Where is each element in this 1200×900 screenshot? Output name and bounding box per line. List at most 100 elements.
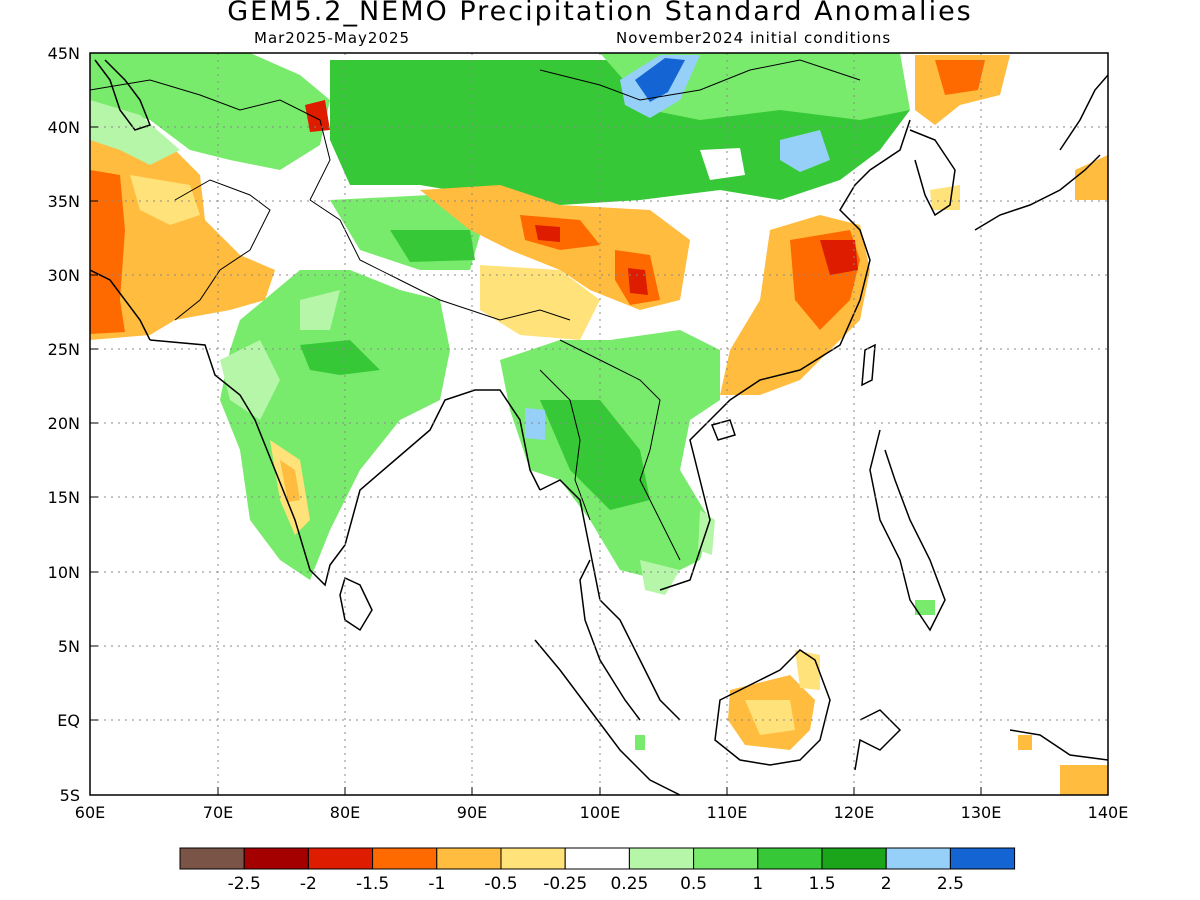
lat-label: 25N <box>48 340 80 359</box>
colorbar-label: -1 <box>428 874 445 894</box>
colorbar-label: -2 <box>300 874 317 894</box>
lon-label: 90E <box>457 803 487 822</box>
lon-label: 120E <box>834 803 875 822</box>
lat-label: 5N <box>58 637 80 656</box>
colorbar-label: -2.5 <box>228 874 261 894</box>
border-myanmar-thailand <box>539 369 591 521</box>
anomaly-region-inner-mongolia <box>780 130 830 172</box>
colorbar-swatch <box>436 847 502 870</box>
lat-label: 45N <box>48 44 80 63</box>
colorbar-swatch <box>628 847 695 870</box>
coastline-persian-gulf <box>90 269 151 341</box>
lon-label: 140E <box>1088 803 1129 822</box>
anomaly-region-mongolia-blue <box>635 58 685 102</box>
border-central-asia <box>90 79 331 201</box>
anomaly-region-india <box>220 270 450 580</box>
latitude-labels: 45N 40N 35N 30N 25N 20N 15N 10N 5N EQ 5S <box>48 44 80 805</box>
anomaly-region-inner-mongolia-white <box>700 148 745 180</box>
lat-label: 35N <box>48 192 80 211</box>
anomaly-region-iran-west <box>90 170 125 334</box>
colorbar-swatch <box>243 847 309 870</box>
anomaly-region-himalaya-dark <box>390 230 475 262</box>
anomaly-region-india-light <box>220 290 340 420</box>
lat-label: 20N <box>48 414 80 433</box>
forecast-period: Mar2025-May2025 <box>254 29 411 47</box>
anomaly-region-northeast-orange <box>935 60 985 95</box>
map-title: GEM5.2_NEMO Precipitation Standard Anoma… <box>227 0 973 27</box>
colorbar-swatch <box>500 847 566 870</box>
lat-label: 40N <box>48 118 80 137</box>
anomaly-region-tibet-light <box>480 265 600 340</box>
lon-label: 70E <box>203 803 233 822</box>
coastlines <box>90 59 1108 795</box>
colorbar: -2.5 -2 -1.5 -1 -0.5 -0.25 0.25 0.5 1 1.5 2 2.5 <box>179 847 1016 894</box>
anomaly-region-japan-south <box>1075 155 1108 200</box>
anomaly-region-india-south-orange <box>280 460 300 502</box>
border-china-india <box>309 199 571 321</box>
colorbar-label: 1 <box>752 874 763 894</box>
lon-label: 110E <box>707 803 748 822</box>
coastline-taiwan <box>861 343 876 387</box>
grid-lines <box>90 53 1108 795</box>
anomaly-region-east-china-red <box>820 240 858 275</box>
anomaly-region-indochina-light <box>640 510 715 595</box>
colorbar-swatch <box>307 847 374 870</box>
coastline-new-guinea <box>1009 729 1108 761</box>
lat-label: 5S <box>60 786 80 805</box>
lon-label: 80E <box>330 803 360 822</box>
anomaly-region-india-dark <box>300 340 380 375</box>
anomaly-region-borneo-light <box>745 650 820 735</box>
colorbar-swatch <box>821 847 887 870</box>
lat-label: 30N <box>48 266 80 285</box>
colorbar-label: -1.5 <box>356 874 389 894</box>
coastline-sulawesi <box>854 709 902 771</box>
colorbar-label: -0.5 <box>484 874 517 894</box>
colorbar-swatch <box>372 847 438 870</box>
initial-conditions: November2024 initial conditions <box>616 29 892 47</box>
lon-label: 130E <box>961 803 1002 822</box>
coastline-japan <box>974 74 1108 231</box>
coastline-malay <box>579 559 641 721</box>
coastline-sri-lanka <box>339 576 373 632</box>
colorbar-label: 1.5 <box>808 874 835 894</box>
anomaly-region-central-asia-light <box>90 100 180 165</box>
longitude-labels: 60E 70E 80E 90E 100E 110E 120E 130E 140E <box>75 803 1129 822</box>
colorbar-swatch <box>949 847 1016 870</box>
colorbar-swatch <box>757 847 823 870</box>
colorbar-label: 0.25 <box>610 874 648 894</box>
lat-label: 15N <box>48 488 80 507</box>
border-china-mongolia <box>539 59 861 101</box>
axis-ticks <box>90 52 982 795</box>
map-frame <box>89 52 1109 796</box>
coastline-sumatra <box>534 639 681 795</box>
lon-label: 60E <box>75 803 105 822</box>
border-indochina <box>559 339 681 561</box>
colorbar-swatch <box>179 847 245 870</box>
coastline-borneo <box>714 649 831 766</box>
anomaly-field <box>90 53 1108 795</box>
colorbar-label: -0.25 <box>543 874 587 894</box>
coastline-india <box>149 339 541 587</box>
anomaly-region-kyrgyz-red <box>305 100 330 132</box>
border-pakistan-afghanistan <box>174 179 271 321</box>
colorbar-label: 2 <box>881 874 892 894</box>
country-borders <box>90 59 861 561</box>
lat-label: 10N <box>48 563 80 582</box>
anomaly-region-indochina-dark <box>540 400 650 510</box>
anomaly-region-myanmar-blue <box>525 408 545 440</box>
anomaly-region-iran-light <box>130 175 200 225</box>
lat-label: EQ <box>57 711 80 730</box>
anomaly-region-central-asia <box>90 53 330 170</box>
anomaly-region-new-guinea <box>1018 735 1108 795</box>
colorbar-label: 2.5 <box>937 874 964 894</box>
colorbar-swatch <box>564 847 630 870</box>
coastline-philippines <box>869 429 946 632</box>
coastline-hainan <box>710 419 736 441</box>
lon-label: 100E <box>580 803 621 822</box>
anomaly-region-tibet-core <box>535 225 648 295</box>
colorbar-swatch <box>693 847 759 870</box>
colorbar-swatch <box>885 847 951 870</box>
colorbar-label: 0.5 <box>680 874 707 894</box>
coastline-korea <box>909 129 956 217</box>
